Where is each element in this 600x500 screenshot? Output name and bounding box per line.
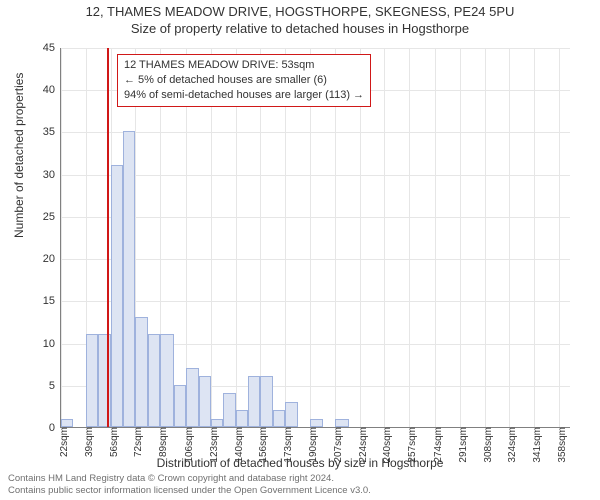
histogram-bar <box>310 419 323 427</box>
annotation-box: 12 THAMES MEADOW DRIVE: 53sqm← 5% of det… <box>117 54 371 107</box>
gridline-v <box>559 48 560 427</box>
y-tick-label: 25 <box>43 211 61 223</box>
gridline-v <box>485 48 486 427</box>
annotation-line: 94% of semi-detached houses are larger (… <box>124 88 364 103</box>
y-tick-label: 30 <box>43 169 61 181</box>
histogram-bar <box>86 334 98 427</box>
x-axis-label: Distribution of detached houses by size … <box>0 456 600 470</box>
histogram-bar <box>174 385 186 427</box>
histogram-bar <box>248 376 260 427</box>
gridline-h <box>61 175 570 176</box>
annotation-line: 12 THAMES MEADOW DRIVE: 53sqm <box>124 58 364 73</box>
gridline-v <box>460 48 461 427</box>
histogram-bar <box>223 393 236 427</box>
histogram-bar <box>98 334 111 427</box>
histogram-chart: 05101520253035404522sqm39sqm56sqm72sqm89… <box>60 48 570 428</box>
footer-line-1: Contains HM Land Registry data © Crown c… <box>8 473 592 485</box>
y-tick-label: 45 <box>43 42 61 54</box>
gridline-h <box>61 259 570 260</box>
histogram-bar <box>160 334 173 427</box>
histogram-bar <box>285 402 298 427</box>
gridline-v <box>435 48 436 427</box>
page-subtitle: Size of property relative to detached ho… <box>0 21 600 36</box>
gridline-h <box>61 48 570 49</box>
gridline-v <box>61 48 62 427</box>
gridline-v <box>384 48 385 427</box>
histogram-bar <box>135 317 148 427</box>
gridline-v <box>509 48 510 427</box>
x-tick-label: 56sqm <box>107 427 120 457</box>
gridline-h <box>61 301 570 302</box>
footer-attribution: Contains HM Land Registry data © Crown c… <box>8 473 592 497</box>
gridline-h <box>61 132 570 133</box>
histogram-bar <box>236 410 248 427</box>
histogram-bar <box>260 376 273 427</box>
footer-line-2: Contains public sector information licen… <box>8 485 592 497</box>
y-axis-label: Number of detached properties <box>12 73 26 238</box>
histogram-bar <box>211 419 223 427</box>
annotation-line: ← 5% of detached houses are smaller (6) <box>124 73 364 88</box>
histogram-bar <box>186 368 199 427</box>
x-tick-label: 72sqm <box>131 427 144 457</box>
plot-area: 05101520253035404522sqm39sqm56sqm72sqm89… <box>60 48 570 428</box>
y-tick-label: 35 <box>43 126 61 138</box>
y-tick-label: 20 <box>43 253 61 265</box>
histogram-bar <box>123 131 135 427</box>
histogram-bar <box>273 410 285 427</box>
x-tick-label: 39sqm <box>82 427 95 457</box>
property-marker-line <box>107 48 109 427</box>
gridline-v <box>409 48 410 427</box>
y-tick-label: 5 <box>49 380 61 392</box>
y-tick-label: 10 <box>43 338 61 350</box>
histogram-bar <box>199 376 211 427</box>
gridline-v <box>534 48 535 427</box>
x-tick-label: 22sqm <box>57 427 70 457</box>
histogram-bar <box>148 334 160 427</box>
x-tick-label: 89sqm <box>156 427 169 457</box>
histogram-bar <box>111 165 123 427</box>
y-tick-label: 15 <box>43 295 61 307</box>
y-tick-label: 40 <box>43 84 61 96</box>
histogram-bar <box>335 419 348 427</box>
page-title: 12, THAMES MEADOW DRIVE, HOGSTHORPE, SKE… <box>0 4 600 19</box>
histogram-bar <box>61 419 73 427</box>
gridline-h <box>61 217 570 218</box>
